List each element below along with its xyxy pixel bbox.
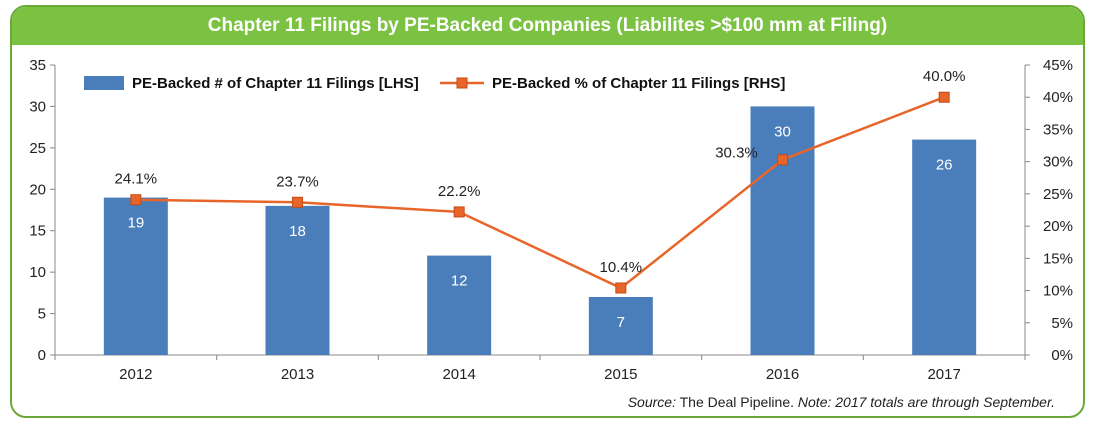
x-tick-label: 2013 [281,366,314,383]
line-series-path [135,96,945,290]
line-point [453,206,465,218]
bar-data-label: 7 [617,314,625,331]
line-point [292,196,303,208]
right-tick-label: 45% [1043,57,1073,74]
chart-title: Chapter 11 Filings by PE-Backed Companie… [12,7,1083,45]
source-note: Source: The Deal Pipeline. Note: 2017 to… [628,394,1055,410]
x-tick-label: 2015 [604,366,637,383]
legend-bar-label: PE-Backed # of Chapter 11 Filings [LHS] [132,75,419,92]
legend-line-label: PE-Backed % of Chapter 11 Filings [RHS] [492,75,785,92]
line-data-label: 22.2% [438,183,481,200]
x-tick-label: 2016 [766,366,799,383]
right-tick-label: 5% [1051,315,1073,332]
left-tick-label: 10 [29,264,46,281]
line-data-label: 10.4% [600,259,643,276]
source-text: The Deal Pipeline. [675,394,798,410]
chart-frame: Chapter 11 Filings by PE-Backed Companie… [10,5,1085,418]
line-point [615,282,627,294]
right-tick-label: 20% [1043,218,1073,235]
source-note-text: Note: 2017 totals are through September. [797,394,1055,410]
right-tick-label: 30% [1043,154,1073,171]
source-prefix: Source: [627,394,676,410]
bar [265,205,330,355]
bar-data-label: 18 [289,223,306,240]
bar [912,139,977,355]
left-tick-label: 35 [29,57,46,74]
bar-data-label: 19 [127,215,144,232]
legend-line-marker [456,77,468,89]
line-data-label: 30.3% [715,145,758,162]
left-tick-label: 5 [38,306,46,323]
right-tick-label: 35% [1043,121,1073,138]
left-tick-label: 25 [29,140,46,157]
line-data-label: 23.7% [276,173,319,190]
bar [750,106,815,355]
bar-data-label: 12 [451,273,468,290]
x-tick-label: 2017 [927,366,960,383]
combo-chart: 0 5 10 15 20 25 30 35 0% 5% 10% 15% 20% 25% 30% 35% 40% 4… [29,57,1073,383]
bar-data-label: 26 [936,157,953,174]
bar [103,197,168,355]
right-tick-label: 40% [1043,89,1073,106]
legend-bar-swatch [84,76,124,90]
bar [588,297,653,355]
line-point [777,154,788,166]
right-tick-label: 0% [1051,347,1073,364]
left-tick-label: 20 [29,181,46,198]
line-data-label: 40.0% [923,68,966,85]
line-point [938,91,950,103]
right-tick-label: 10% [1043,283,1073,300]
right-tick-label: 15% [1043,250,1073,267]
left-tick-label: 0 [38,347,46,364]
line-point [130,194,142,206]
bar-data-label: 30 [774,123,791,140]
x-tick-label: 2014 [442,366,475,383]
bar [427,255,492,355]
line-data-label: 24.1% [115,171,158,188]
right-tick-label: 25% [1043,186,1073,203]
left-tick-label: 30 [29,98,46,115]
x-tick-label: 2012 [119,366,152,383]
left-tick-label: 15 [29,223,46,240]
